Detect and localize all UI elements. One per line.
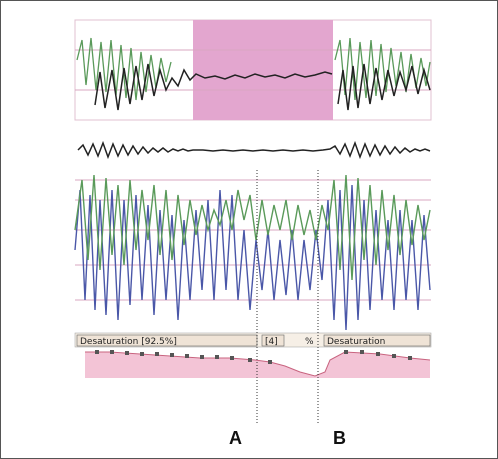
blue-trace	[74, 184, 431, 331]
event-ticks	[95, 350, 412, 364]
desat-left-label: Desaturation [92.5%]	[80, 337, 177, 347]
top-channel	[74, 19, 432, 121]
middle-channel	[77, 140, 431, 160]
marker-a-label: A	[229, 428, 242, 448]
marker-tiny-label: %	[305, 337, 314, 347]
dark-trace-right	[337, 63, 431, 111]
desat-event-left	[76, 334, 258, 347]
respiration-trace	[77, 140, 431, 160]
marker-small-box	[261, 334, 285, 347]
marker-b-label: B	[333, 428, 346, 448]
desat-right-label: Desaturation	[327, 337, 385, 347]
dark-trace-left	[94, 63, 333, 111]
spo2-line	[85, 351, 431, 377]
apnea-highlight	[193, 20, 333, 120]
desat-event-right	[323, 334, 431, 347]
marker-small-label: [4]	[265, 337, 278, 347]
event-band: Desaturation [92.5%] [4] % Desaturation	[74, 332, 432, 378]
lower-channel	[74, 172, 431, 332]
green-trace	[74, 174, 431, 281]
